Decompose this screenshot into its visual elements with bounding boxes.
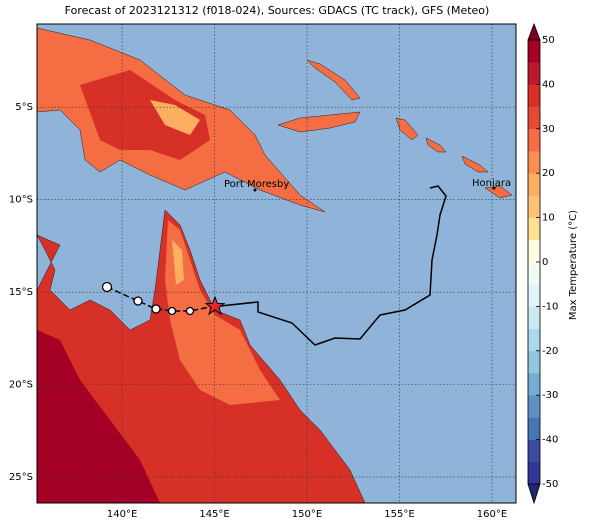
cape-york-cool	[172, 240, 184, 285]
colorbar-segment	[528, 439, 540, 463]
colorbar-tick-label: -10	[542, 301, 558, 312]
forecast-track	[106, 286, 216, 312]
solomon-2	[461, 155, 489, 173]
bougainville	[395, 117, 419, 141]
x-tick-label: 145°E	[199, 509, 229, 520]
colorbar-segment	[528, 106, 540, 130]
colorbar-tick-label: 0	[542, 257, 548, 268]
track-point	[133, 296, 143, 306]
y-tick-label: 25°S	[9, 472, 33, 483]
colorbar-segment	[528, 284, 540, 307]
colorbar-segment	[528, 461, 540, 485]
track-point	[167, 306, 177, 316]
colorbar-tick-label: 30	[542, 124, 555, 135]
inland-hot	[37, 330, 160, 503]
land-layer	[37, 27, 513, 503]
y-tick-label: 5°S	[15, 102, 33, 113]
colorbar-segment	[528, 417, 540, 440]
colorbar-label: Max Temperature (°C)	[568, 210, 579, 320]
colorbar-segment	[528, 84, 540, 107]
colorbar-tick-label: 50	[542, 35, 555, 46]
colorbar-segment	[528, 195, 540, 218]
x-tick-label: 155°E	[384, 509, 414, 520]
colorbar-extend-bottom	[527, 483, 541, 505]
y-tick-label: 15°S	[9, 287, 33, 298]
colorbar-tick-label: -50	[542, 479, 558, 490]
place-label: Port Moresby	[224, 179, 289, 190]
colorbar-segment	[528, 373, 540, 396]
colorbar-segment	[528, 239, 540, 263]
new-britain	[277, 111, 361, 133]
colorbar-tick-label: 40	[542, 79, 555, 90]
colorbar-segment	[528, 306, 540, 329]
track-point	[185, 306, 195, 316]
graticule	[37, 24, 516, 503]
current-position	[204, 295, 226, 316]
city-dot	[253, 188, 257, 192]
track-line	[219, 185, 447, 346]
colorbar-segment	[528, 62, 540, 85]
colorbar-segment	[528, 350, 540, 374]
x-tick-label: 140°E	[107, 509, 137, 520]
colorbar-segment	[528, 151, 540, 174]
cyclone-track	[101, 185, 447, 346]
colorbar-tick-label: 10	[542, 213, 555, 224]
city-dot	[492, 186, 496, 190]
colorbar-segment	[528, 217, 540, 241]
colorbar	[527, 22, 541, 505]
colorbar-segment	[528, 173, 540, 196]
x-tick-label: 160°E	[477, 509, 507, 520]
new-guinea-highland	[150, 100, 200, 135]
colorbar-tick-label: 20	[542, 168, 555, 179]
y-tick-label: 20°S	[9, 380, 33, 391]
colorbar-segment	[528, 128, 540, 152]
colorbar-extend-top	[527, 22, 541, 41]
new-guinea-hot	[80, 70, 210, 160]
title: Forecast of 2023121312 (f018-024), Sourc…	[65, 4, 490, 17]
new-ireland	[306, 59, 361, 101]
map-frame	[36, 23, 517, 504]
solomon-1	[425, 137, 447, 153]
colorbar-segment	[528, 262, 540, 285]
colorbar-tick-label: -20	[542, 346, 558, 357]
track-point	[101, 281, 113, 293]
place-label: Honiara	[472, 178, 511, 189]
track-point	[151, 304, 161, 314]
colorbar-tick-label: -40	[542, 435, 558, 446]
colorbar-segment	[528, 40, 540, 63]
colorbar-tick-label: -30	[542, 390, 558, 401]
y-tick-label: 10°S	[9, 195, 33, 206]
colorbar-segment	[528, 328, 540, 352]
x-tick-label: 150°E	[292, 509, 322, 520]
colorbar-segment	[528, 395, 540, 418]
cape-york-warm	[165, 220, 280, 405]
